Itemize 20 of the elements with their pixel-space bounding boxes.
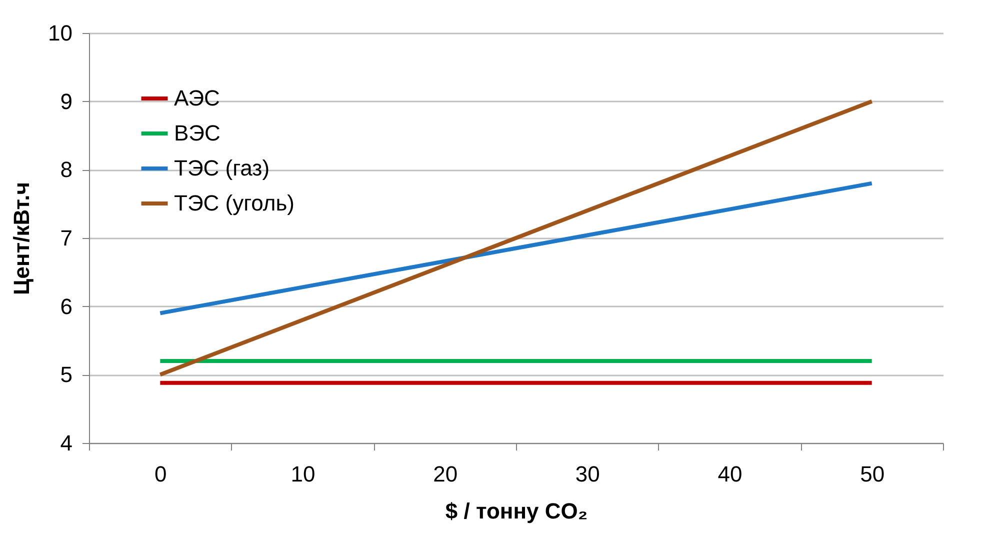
legend-label: АЭС — [174, 86, 220, 110]
x-axis-title: $ / тонну CO₂ — [445, 498, 588, 524]
y-tick-label: 10 — [48, 20, 72, 46]
legend-label: ТЭС (уголь) — [174, 190, 294, 216]
x-tick-label: 10 — [290, 462, 316, 486]
x-tick-label: 50 — [860, 462, 885, 486]
y-tick-label: 8 — [60, 157, 72, 182]
line-series — [158, 181, 874, 316]
y-axis-title: Цент/кВт.ч — [9, 182, 34, 296]
x-tick-label: 40 — [718, 462, 742, 486]
legend-label: ВЭС — [174, 120, 220, 146]
y-tick-label: 5 — [60, 362, 72, 388]
y-tick-label: 9 — [60, 88, 72, 114]
x-tick-label: 20 — [433, 462, 458, 486]
legend-label: ТЭС (газ) — [174, 156, 270, 180]
x-tick-label: 30 — [575, 462, 600, 486]
y-tick-label: 7 — [60, 226, 72, 250]
y-tick-label: 6 — [60, 294, 72, 319]
x-tick-label: 0 — [154, 462, 167, 486]
y-tick-label: 4 — [60, 430, 72, 456]
